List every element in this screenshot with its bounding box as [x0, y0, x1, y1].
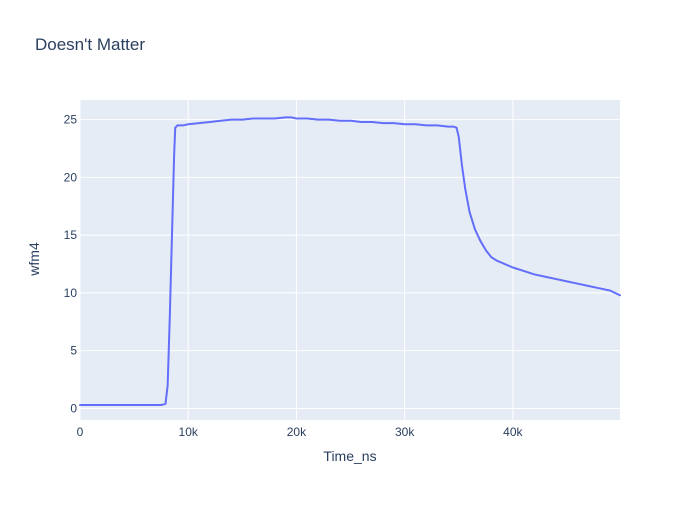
y-axis-label: wfm4: [26, 242, 42, 277]
grid: [79, 100, 620, 420]
x-axis-ticks: 0 10k 20k 30k 40k: [77, 425, 524, 439]
x-tick-label: 30k: [395, 425, 415, 439]
series-layer: [79, 116, 621, 406]
x-tick-label: 0: [77, 425, 84, 439]
y-tick-label: 5: [70, 344, 77, 358]
y-tick-label: 0: [70, 401, 77, 415]
y-axis-ticks: 0 5 10 15 20 25: [64, 113, 78, 416]
x-tick-label: 10k: [179, 425, 199, 439]
x-axis-label: Time_ns: [323, 448, 376, 464]
y-tick-label: 15: [64, 228, 78, 242]
plot-area: [80, 100, 620, 420]
y-tick-label: 25: [64, 113, 78, 127]
series-line: [79, 116, 621, 406]
x-tick-label: 40k: [503, 425, 523, 439]
x-tick-label: 20k: [287, 425, 307, 439]
y-tick-label: 10: [64, 286, 78, 300]
chart-title: Doesn't Matter: [35, 35, 145, 54]
y-tick-label: 20: [64, 170, 78, 184]
